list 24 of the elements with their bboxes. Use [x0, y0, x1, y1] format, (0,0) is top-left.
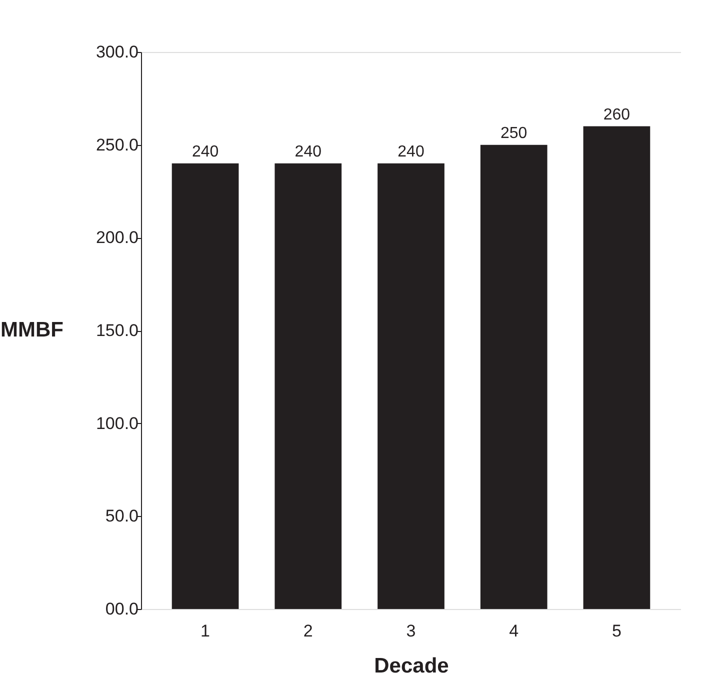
x-tick-label: 3 — [406, 622, 416, 640]
data-label: 240 — [192, 143, 219, 160]
y-tick-label: 100.0 — [96, 414, 138, 433]
x-tick-label: 4 — [509, 622, 519, 640]
data-label: 260 — [603, 106, 630, 124]
y-tick-label: 50.0 — [105, 506, 138, 526]
bar — [583, 126, 650, 609]
data-label: 240 — [398, 143, 424, 160]
y-tick-label: 200.0 — [96, 228, 138, 248]
x-tick-label: 2 — [303, 622, 313, 640]
y-tick-label: 150.0 — [96, 321, 138, 340]
x-tick-label: 1 — [200, 622, 210, 640]
y-tick-label: 300.0 — [96, 42, 138, 62]
x-axis-title: Decade — [374, 654, 449, 678]
x-tick-label: 5 — [612, 622, 622, 640]
data-label: 250 — [500, 124, 528, 142]
y-tick-label: 250.0 — [96, 135, 138, 154]
bar — [274, 163, 342, 609]
data-label: 240 — [294, 143, 322, 160]
y-tick-label: 00.0 — [105, 600, 138, 618]
bar — [172, 163, 239, 609]
y-axis-title: MMBF — [0, 318, 64, 342]
bar — [480, 144, 548, 609]
bar — [378, 163, 444, 609]
